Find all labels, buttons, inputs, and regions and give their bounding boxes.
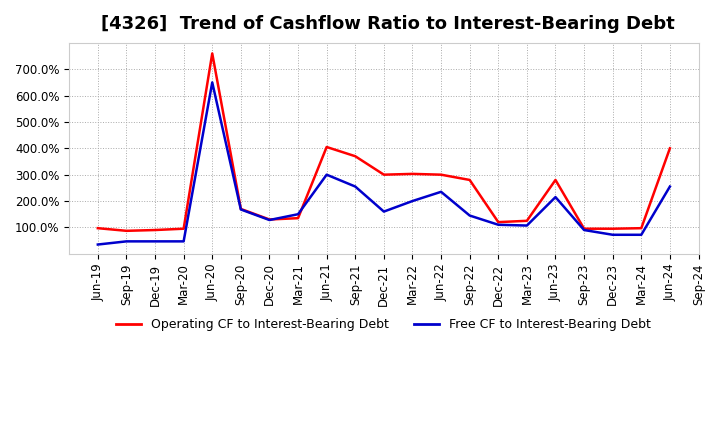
Text: [4326]  Trend of Cashflow Ratio to Interest-Bearing Debt: [4326] Trend of Cashflow Ratio to Intere… <box>101 15 675 33</box>
Legend: Operating CF to Interest-Bearing Debt, Free CF to Interest-Bearing Debt: Operating CF to Interest-Bearing Debt, F… <box>112 313 656 336</box>
